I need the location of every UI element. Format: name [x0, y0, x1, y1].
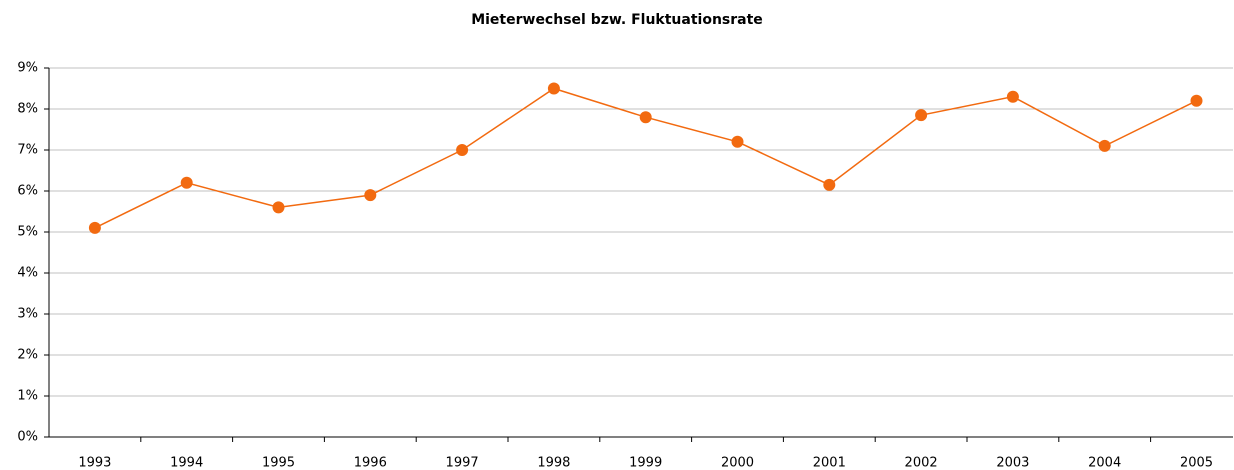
x-tick-label: 2001	[813, 456, 846, 470]
y-tick-label: 7%	[17, 143, 38, 158]
y-tick-label: 6%	[17, 184, 38, 199]
y-tick-label: 1%	[17, 389, 38, 404]
data-point	[639, 111, 652, 124]
data-point	[1098, 139, 1111, 152]
y-tick-label: 0%	[17, 430, 38, 445]
data-point	[731, 135, 744, 148]
data-point	[915, 109, 928, 122]
y-tick-label: 2%	[17, 348, 38, 363]
x-tick-label: 1998	[537, 456, 570, 470]
x-tick-label: 1997	[446, 456, 479, 470]
y-tick-label: 8%	[17, 102, 38, 117]
x-tick-label: 1999	[629, 456, 662, 470]
chart-title: Mieterwechsel bzw. Fluktuationsrate	[471, 12, 763, 28]
y-tick-label: 3%	[17, 307, 38, 322]
data-point	[364, 189, 377, 202]
x-tick-label: 2004	[1088, 456, 1121, 470]
y-tick-label: 4%	[17, 266, 38, 281]
x-tick-label: 2002	[905, 456, 938, 470]
data-point	[456, 144, 469, 156]
x-tick-label: 2000	[721, 456, 754, 470]
x-tick-label: 1995	[262, 456, 295, 470]
x-tick-label: 1994	[170, 456, 203, 470]
data-point	[1190, 94, 1203, 107]
data-point	[180, 176, 193, 189]
data-point	[88, 221, 101, 234]
x-tick-label: 1996	[354, 456, 387, 470]
data-point	[823, 178, 836, 191]
x-tick-label: 2005	[1180, 456, 1213, 470]
x-tick-label: 2003	[996, 456, 1029, 470]
data-point	[547, 82, 560, 95]
y-tick-label: 9%	[17, 61, 38, 76]
x-tick-label: 1993	[78, 456, 111, 470]
y-tick-label: 5%	[17, 225, 38, 240]
data-point	[1006, 90, 1019, 103]
data-point	[272, 201, 285, 214]
